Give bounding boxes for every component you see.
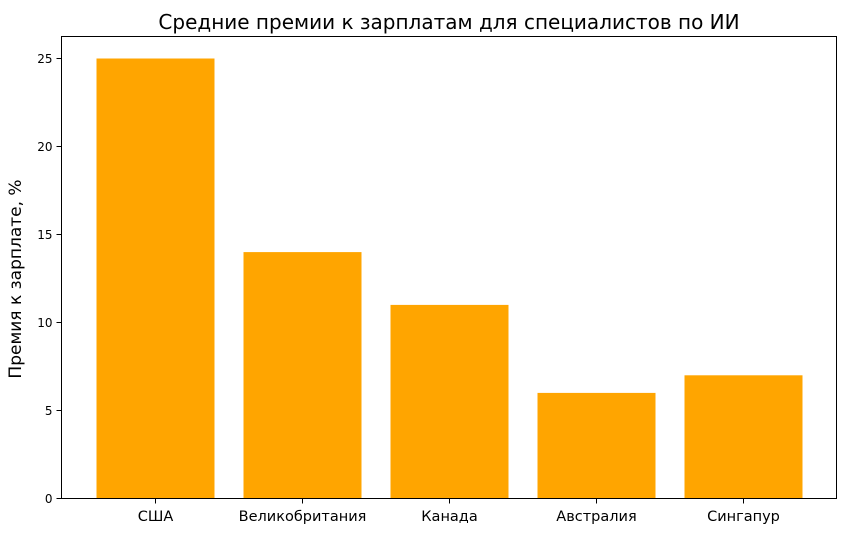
x-tick-label: Австралия bbox=[556, 509, 636, 525]
bar-2 bbox=[243, 252, 362, 499]
y-tick-label: 10 bbox=[37, 316, 52, 330]
bar-1 bbox=[96, 58, 215, 499]
plot-frame bbox=[61, 36, 837, 499]
x-tick-label: Великобритания bbox=[239, 509, 367, 525]
x-axis-ticks: США Великобритания Канада Австралия Сингапур bbox=[138, 498, 780, 525]
y-tick-label: 15 bbox=[37, 228, 52, 242]
y-tick-label: 25 bbox=[37, 52, 52, 66]
y-axis-ticks: 0 5 10 15 20 25 bbox=[37, 52, 62, 506]
x-tick-label: Сингапур bbox=[707, 509, 780, 525]
bar-5 bbox=[684, 375, 803, 499]
bar-4 bbox=[537, 392, 656, 499]
y-tick-label: 0 bbox=[45, 492, 53, 506]
x-tick-label: США bbox=[138, 509, 174, 525]
chart-title: Средние премии к зарплатам для специалис… bbox=[158, 10, 739, 34]
bars-group bbox=[96, 58, 803, 499]
y-tick-label: 20 bbox=[37, 140, 52, 154]
bar-3 bbox=[390, 304, 509, 499]
x-tick-label: Канада bbox=[421, 509, 477, 525]
y-axis-label: Премия к зарплате, % bbox=[6, 179, 26, 378]
y-tick-label: 5 bbox=[45, 404, 53, 418]
